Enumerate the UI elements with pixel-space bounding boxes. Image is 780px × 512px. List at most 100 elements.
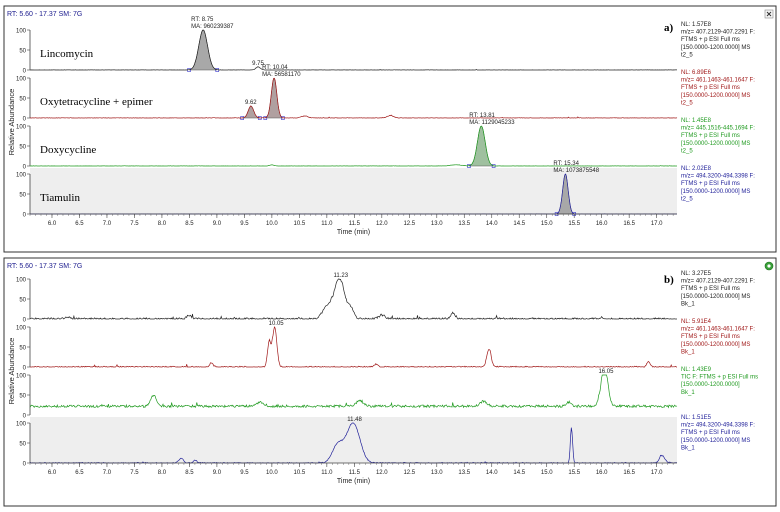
x-tick-label: 7.5 xyxy=(130,221,139,227)
x-tick-label: 10.0 xyxy=(266,221,278,227)
trace-info-line: [150.0000-1200.0000] MS xyxy=(681,438,750,444)
trace-shading xyxy=(30,417,677,463)
trace-info-line: Bk_1 xyxy=(681,445,695,451)
x-tick-label: 8.5 xyxy=(185,470,194,476)
peak-annotation: 9.62 xyxy=(245,100,257,106)
y-tick-label: 100 xyxy=(16,326,27,332)
trace-info-line: [150.0000-1200.0000] xyxy=(681,382,740,388)
y-tick-label: 100 xyxy=(16,77,27,83)
y-tick-label: 100 xyxy=(16,278,27,284)
y-tick-label: 100 xyxy=(16,374,27,380)
x-tick-label: 6.5 xyxy=(75,221,84,227)
y-tick-label: 50 xyxy=(19,49,26,55)
x-tick-label: 7.0 xyxy=(103,221,112,227)
x-tick-label: 16.0 xyxy=(596,470,608,476)
trace-info-line: [150.0000-1200.0000] MS xyxy=(681,93,750,99)
trace-1: 100 50 0 10.05 NL: 5.91E4 m/z= 461.1463-461.1… xyxy=(16,319,755,372)
trace-line xyxy=(30,326,677,368)
x-axis-label: Time (min) xyxy=(337,229,370,236)
y-tick-label: 50 xyxy=(19,346,26,352)
chart-panel-b: RT: 5.60 - 17.37 SM: 7G b) Relative Abunda… xyxy=(3,257,777,507)
trace-info-line: FTMS + p ESI Full ms xyxy=(681,133,740,139)
trace-info-line: m/z= 461.1463-461.1647 F: xyxy=(681,327,755,333)
x-tick-label: 15.5 xyxy=(568,221,580,227)
trace-info-line: FTMS + p ESI Full ms xyxy=(681,286,740,292)
trace-line xyxy=(30,125,677,167)
y-tick-label: 100 xyxy=(16,125,27,131)
x-tick-label: 7.0 xyxy=(103,470,112,476)
x-tick-label: 14.0 xyxy=(486,470,498,476)
x-tick-label: 14.0 xyxy=(486,221,498,227)
trace-info-line: FTMS + p ESI Full ms xyxy=(681,334,740,340)
peak-annotation: RT: 10.04 xyxy=(262,65,288,71)
x-tick-label: 10.0 xyxy=(266,470,278,476)
x-tick-label: 9.0 xyxy=(213,221,222,227)
x-tick-label: 16.0 xyxy=(596,221,608,227)
trace-info-line: FTMS + p ESI Full ms xyxy=(681,37,740,43)
peak-annotation: RT: 8.75 xyxy=(191,17,214,23)
panel-label: b) xyxy=(664,274,674,286)
x-tick-label: 13.0 xyxy=(431,470,443,476)
trace-info-line: NL: 1.51E5 xyxy=(681,415,712,421)
x-tick-label: 12.5 xyxy=(403,221,415,227)
x-tick-label: 14.5 xyxy=(513,470,525,476)
y-tick-label: 0 xyxy=(23,462,27,468)
trace-line xyxy=(29,422,678,464)
compound-name: Tiamulin xyxy=(40,192,80,204)
peak-annotation: MA: 1129045233 xyxy=(469,120,515,126)
trace-info-line: m/z= 461.1463-461.1647 F: xyxy=(681,78,755,84)
x-tick-label: 8.5 xyxy=(185,221,194,227)
x-axis-label: Time (min) xyxy=(337,478,370,485)
y-axis-label: Relative Abundance xyxy=(7,338,16,405)
trace-3: 100 50 0 11.48 NL: 1.51E5 m/z= 494.3200-494.3… xyxy=(16,415,755,468)
trace-line xyxy=(30,29,677,71)
y-tick-label: 100 xyxy=(16,173,27,179)
x-tick-label: 13.5 xyxy=(458,470,470,476)
chart-panel-a: RT: 5.60 - 17.37 SM: 7G a) Relative Abunda… xyxy=(3,5,777,253)
y-tick-label: 0 xyxy=(23,318,27,324)
trace-info-line: NL: 1.45E8 xyxy=(681,118,712,124)
trace-info-line: Bk_1 xyxy=(681,301,695,307)
trace-line xyxy=(29,374,678,409)
peak-annotation: RT: 15.34 xyxy=(553,161,579,167)
x-tick-label: 12.0 xyxy=(376,221,388,227)
trace-info-line: Bk_1 xyxy=(681,349,695,355)
trace-info-line: t2_5 xyxy=(681,100,693,106)
trace-info-line: NL: 2.02E8 xyxy=(681,166,712,172)
y-tick-label: 50 xyxy=(19,298,26,304)
trace-info-line: NL: 5.91E4 xyxy=(681,319,712,325)
x-tick-label: 10.5 xyxy=(294,221,306,227)
trace-2: 100 50 0 16.05 NL: 1.43E9 TIC F: FTMS + p ESI… xyxy=(16,367,758,420)
trace-info-line: NL: 3.27E5 xyxy=(681,271,712,277)
x-tick-label: 7.5 xyxy=(130,470,139,476)
x-tick-label: 12.0 xyxy=(376,470,388,476)
trace-info-line: TIC F: FTMS + p ESI Full ms xyxy=(681,375,758,381)
trace-info-line: t2_5 xyxy=(681,148,693,154)
x-tick-label: 8.0 xyxy=(158,221,167,227)
x-tick-label: 13.0 xyxy=(431,221,443,227)
y-axis-label: Relative Abundance xyxy=(7,89,16,156)
x-tick-label: 17.0 xyxy=(651,470,663,476)
panel-label: a) xyxy=(664,22,674,34)
trace-info-line: NL: 6.89E6 xyxy=(681,70,712,76)
x-tick-label: 15.0 xyxy=(541,470,553,476)
peak-annotation: MA: 1073875548 xyxy=(553,168,599,174)
peak-annotation: RT: 13.81 xyxy=(469,113,495,119)
y-tick-label: 50 xyxy=(19,193,26,199)
x-tick-label: 11.5 xyxy=(349,470,361,476)
y-tick-label: 50 xyxy=(19,97,26,103)
x-tick-label: 6.0 xyxy=(48,470,57,476)
y-tick-label: 50 xyxy=(19,145,26,151)
y-tick-label: 0 xyxy=(23,414,27,420)
trace-info-line: t2_5 xyxy=(681,196,693,202)
refresh-icon xyxy=(764,261,774,271)
x-tick-label: 11.5 xyxy=(349,221,361,227)
trace-shading xyxy=(30,168,677,214)
trace-line xyxy=(29,278,677,320)
trace-line xyxy=(29,77,678,119)
trace-info-line: [150.0000-1200.0000] MS xyxy=(681,342,750,348)
y-tick-label: 0 xyxy=(23,165,27,171)
